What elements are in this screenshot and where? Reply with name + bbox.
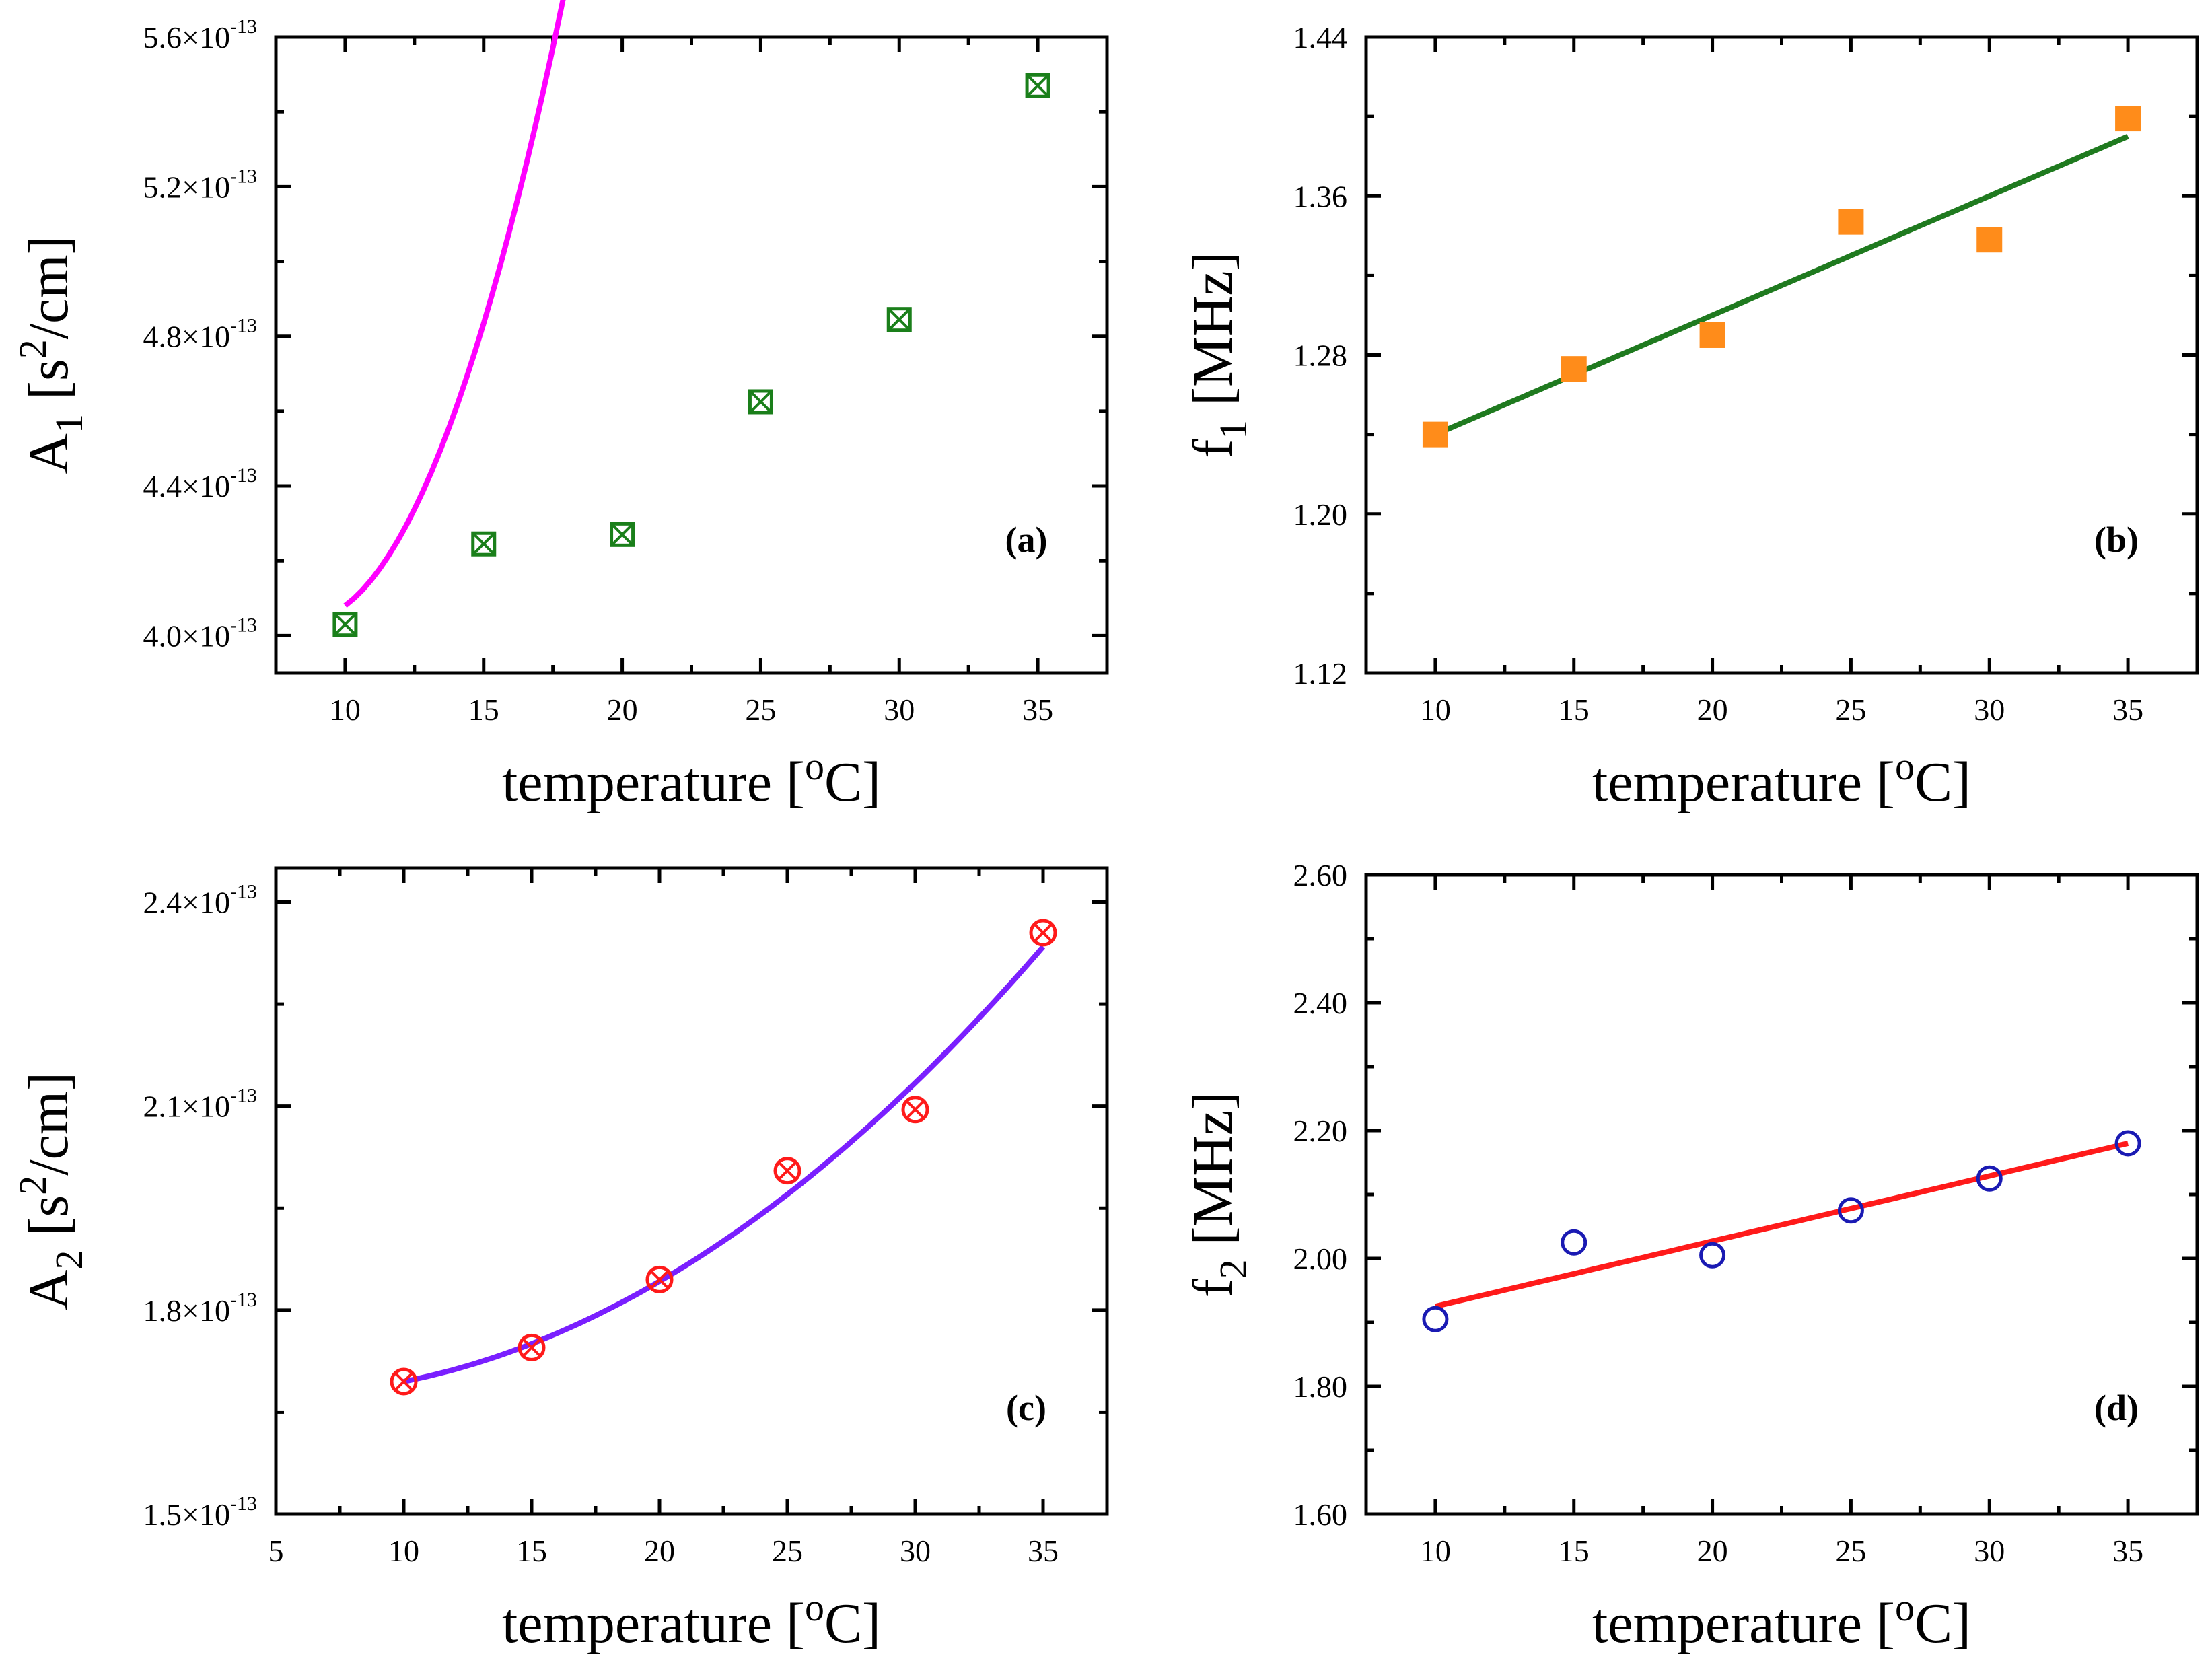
y-tick-label: 5.6×10-13: [143, 15, 257, 55]
y-tick-label: 1.28: [1293, 338, 1348, 373]
y-tick-label: 4.4×10-13: [143, 464, 257, 503]
data-point: [1422, 421, 1448, 448]
data-point: [1699, 322, 1725, 348]
data-point: [645, 1265, 674, 1293]
plot-frame: [1364, 873, 2199, 1516]
data-point: [332, 612, 358, 637]
panel-label: (d): [2094, 1388, 2139, 1428]
y-tick-label: 2.4×10-13: [143, 881, 257, 920]
panel-label: (a): [1005, 520, 1048, 560]
x-tick-label: 20: [1697, 1534, 1728, 1568]
data-point: [1699, 1242, 1726, 1269]
data-point: [1837, 1197, 1864, 1224]
plot-frame: [274, 35, 1109, 675]
data-point: [1838, 209, 1864, 235]
y-tick-label: 4.0×10-13: [143, 614, 257, 653]
panel-c: 5 10 15 20 25 30 35 1.5×10-13 1.8×10-13 2.1×10-13…: [11, 866, 1109, 1655]
x-tick-label: 35: [2112, 1534, 2143, 1568]
data-point: [1561, 356, 1587, 382]
fit-line: [403, 945, 1046, 1384]
x-tick-label: 25: [745, 692, 776, 727]
data-point: [1976, 227, 2003, 253]
y-tick-label: 2.60: [1293, 858, 1348, 892]
data-point: [773, 1157, 801, 1185]
panel-label: (b): [2094, 520, 2139, 560]
y-axis-title: f2 [MHz]: [1182, 1092, 1255, 1298]
y-axis-title: A1 [s2/cm]: [11, 236, 91, 474]
x-tick-label: 30: [1974, 1534, 2005, 1568]
x-tick-label: 30: [1974, 692, 2005, 727]
data-point: [518, 1333, 546, 1361]
y-tick-label: 2.40: [1293, 986, 1348, 1020]
fit-line: [1434, 134, 2129, 437]
x-tick-label: 15: [516, 1534, 547, 1568]
y-tick-label: 1.5×10-13: [143, 1493, 257, 1532]
data-point: [2115, 106, 2141, 132]
x-tick-label: 10: [388, 1534, 419, 1568]
x-axis-title: temperature [oC]: [1592, 744, 1971, 814]
fit-line: [343, 0, 566, 608]
x-tick-label: 20: [607, 692, 638, 727]
y-tick-label: 2.1×10-13: [143, 1085, 257, 1124]
y-tick-label: 5.2×10-13: [143, 165, 257, 204]
x-tick-label: 20: [1697, 692, 1728, 727]
y-tick-label: 4.8×10-13: [143, 315, 257, 354]
x-tick-label: 15: [1559, 1534, 1590, 1568]
x-axis-title: temperature [oC]: [502, 744, 881, 814]
x-tick-label: 30: [900, 1534, 931, 1568]
x-tick-label: 25: [1835, 692, 1866, 727]
y-tick-label: 1.12: [1293, 656, 1348, 690]
plot-frame: [274, 866, 1109, 1516]
y-tick-label: 1.20: [1293, 497, 1348, 532]
data-point: [1976, 1165, 2003, 1192]
panel-d: 10 15 20 25 30 35 1.60 1.80 2.00 2.20 2.40 2.60 (d) t…: [1182, 858, 2199, 1655]
x-tick-label: 30: [884, 692, 915, 727]
data-point: [1561, 1229, 1587, 1256]
x-tick-label: 25: [1835, 1534, 1866, 1568]
y-tick-label: 1.36: [1293, 179, 1348, 213]
data-point: [1025, 73, 1050, 98]
data-point: [901, 1096, 929, 1124]
panel-a: 10 15 20 25 30 35 4.0×10-13 4.4×10-13 4.8×10-13 5…: [11, 0, 1109, 814]
plot-frame: [1364, 35, 2199, 675]
data-point: [1422, 1306, 1449, 1332]
y-tick-label: 1.80: [1293, 1369, 1348, 1404]
x-tick-label: 20: [644, 1534, 675, 1568]
x-tick-label: 10: [330, 692, 361, 727]
data-point: [1029, 919, 1057, 947]
x-tick-label: 10: [1420, 692, 1451, 727]
data-point: [610, 522, 635, 547]
y-tick-label: 1.60: [1293, 1497, 1348, 1532]
x-tick-label: 15: [468, 692, 499, 727]
x-tick-label: 15: [1559, 692, 1590, 727]
panel-b: 10 15 20 25 30 35 1.12 1.20 1.28 1.36 1.44 (b) tempe…: [1182, 20, 2199, 814]
x-tick-label: 35: [1028, 1534, 1059, 1568]
y-tick-label: 2.20: [1293, 1114, 1348, 1148]
x-tick-label: 35: [1022, 692, 1053, 727]
x-tick-label: 35: [2112, 692, 2143, 727]
data-point: [886, 307, 912, 332]
data-point: [748, 389, 773, 415]
x-tick-label: 10: [1420, 1534, 1451, 1568]
y-axis-title: f1 [MHz]: [1182, 252, 1255, 458]
data-point: [2114, 1130, 2141, 1157]
y-tick-label: 2.00: [1293, 1242, 1348, 1276]
y-tick-label: 1.44: [1293, 20, 1348, 55]
x-axis-title: temperature [oC]: [502, 1585, 881, 1655]
data-point: [390, 1367, 418, 1396]
fit-line: [1434, 1141, 2129, 1310]
y-tick-label: 1.8×10-13: [143, 1289, 257, 1328]
x-tick-label: 25: [772, 1534, 803, 1568]
data-point: [471, 531, 497, 557]
x-tick-label: 5: [269, 1534, 284, 1568]
y-axis-title: A2 [s2/cm]: [11, 1072, 91, 1310]
panel-label: (c): [1006, 1388, 1046, 1428]
x-axis-title: temperature [oC]: [1592, 1585, 1971, 1655]
